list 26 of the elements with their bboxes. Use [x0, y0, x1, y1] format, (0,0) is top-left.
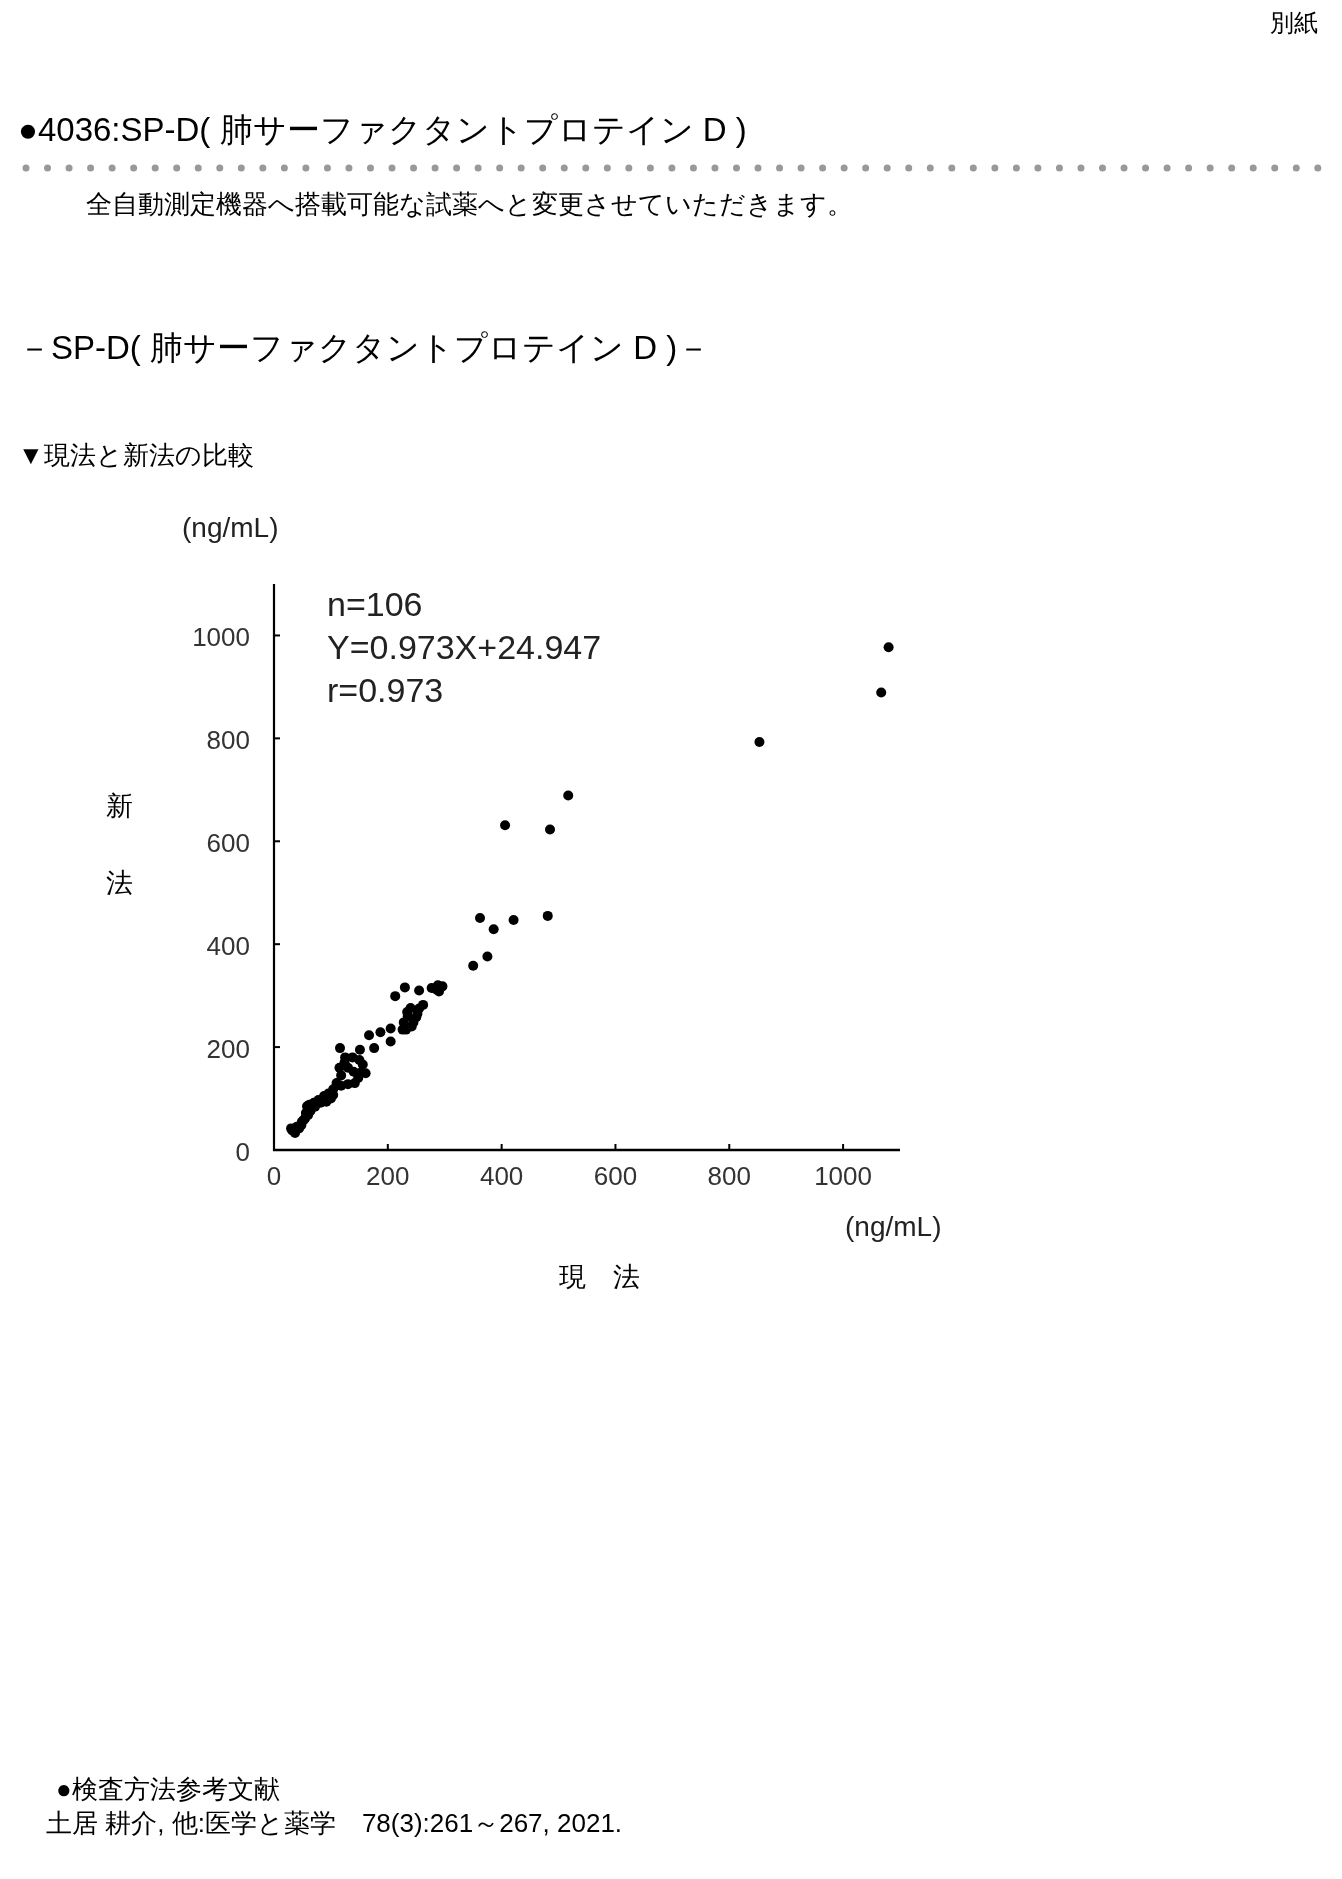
chart-title: －SP-D( 肺サーファクタントプロテイン D )－ — [18, 328, 711, 366]
text: 別紙 — [1270, 8, 1318, 36]
x-tick-label: 800 — [707, 1161, 751, 1191]
text: ●4036:SP-D( 肺サーファクタントプロテイン D ) — [18, 110, 747, 148]
y-tick-label: 800 — [206, 725, 250, 756]
text: 全自動測定機器へ搭載可能な試薬へと変更させていただきます。 — [86, 189, 853, 219]
x-tick-label: 200 — [366, 1161, 410, 1191]
x-axis-title: 現 法 — [558, 1262, 640, 1292]
chart-subtitle: ▼現法と新法の比較 — [18, 440, 254, 470]
annotation: r=0.973 — [327, 671, 444, 709]
x-tick-label: 0 — [266, 1161, 282, 1191]
annotation: Y=0.973X+24.947 — [327, 628, 602, 666]
y-tick-label: 0 — [235, 1137, 250, 1167]
annotation: n=106 — [327, 585, 423, 623]
text: (ng/mL) — [182, 511, 279, 543]
y-tick-label: 1000 — [192, 622, 250, 653]
y-tick-label: 600 — [206, 828, 250, 859]
text: ●検査方法参考文献 — [56, 1774, 280, 1804]
x-tick-label: 600 — [593, 1161, 638, 1191]
text: 新法 — [105, 791, 133, 898]
text: (ng/mL) — [845, 1210, 942, 1242]
x-tick-label: 400 — [479, 1161, 524, 1191]
y-tick-label: 200 — [206, 1034, 250, 1065]
text: 土居 耕介, 他:医学と薬学 78(3):261～267, 2021. — [46, 1808, 623, 1838]
x-tick-label: 1000 — [814, 1161, 873, 1191]
y-tick-label: 400 — [206, 931, 250, 962]
